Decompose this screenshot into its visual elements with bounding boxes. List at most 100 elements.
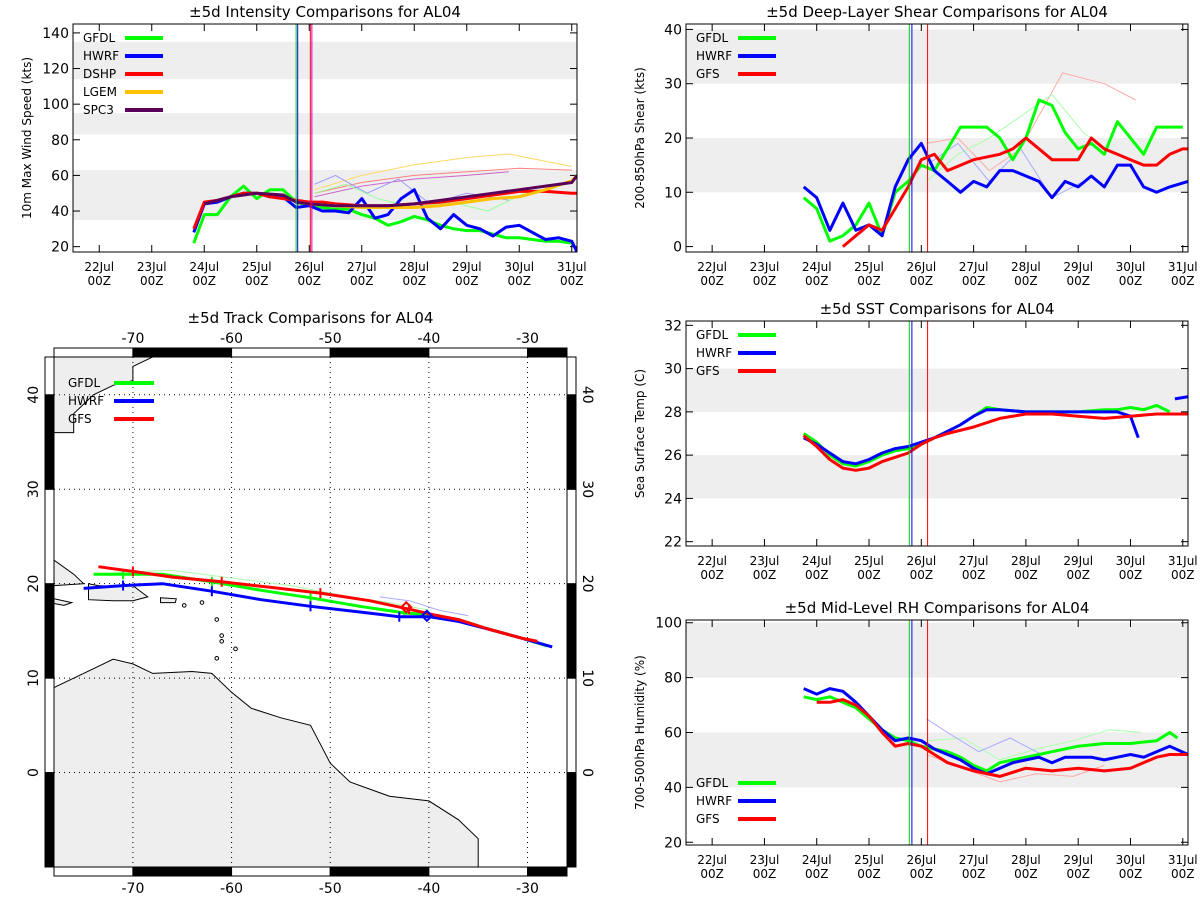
x-tick-label: 31Jul — [1168, 853, 1198, 867]
border-segment-top — [53, 347, 134, 358]
y-axis-label: 700-500hPa Humidity (%) — [633, 655, 647, 810]
x-tick-label: 00Z — [910, 867, 934, 881]
x-tick-label: 00Z — [350, 274, 374, 288]
x-tick-label: 30Jul — [504, 260, 534, 274]
y-tick-label: 60 — [664, 726, 682, 742]
x-tick-label: 00Z — [700, 274, 724, 288]
series-group — [802, 395, 1188, 472]
island-icon — [214, 655, 220, 661]
x-tick-label: 26Jul — [294, 260, 324, 274]
panel-track: GFDL HWRF GFS ±5d Track Comparisons for AL0… — [26, 309, 595, 897]
x-tick-label: 28Jul — [1011, 260, 1041, 274]
series-hwrf-b — [1174, 395, 1188, 401]
plot-frame — [72, 23, 578, 253]
x-tick-label: 00Z — [403, 274, 427, 288]
land-0 — [54, 658, 479, 867]
series-gfdl-thin — [926, 729, 1141, 761]
land-5 — [54, 598, 74, 606]
plot-frame — [685, 320, 1189, 547]
y-tick-label: 32 — [664, 318, 682, 334]
land-1 — [54, 357, 154, 434]
map-area — [54, 357, 567, 867]
series-gfs — [816, 698, 1188, 778]
y-tick-label: 120 — [42, 62, 69, 78]
lon-label-bottom: -30 — [516, 881, 539, 897]
lon-label-top: -40 — [417, 331, 440, 347]
legend-label: HWRF — [696, 346, 732, 360]
series-spc3-thin — [314, 171, 509, 198]
border-segment-right — [566, 394, 577, 490]
chart-title: ±5d Track Comparisons for AL04 — [188, 309, 434, 327]
lat-label-left: 20 — [26, 575, 42, 593]
x-tick-label: 00Z — [455, 274, 479, 288]
border-segment-bottom — [231, 866, 331, 877]
legend-label: GFDL — [696, 31, 728, 45]
x-tick-label: 00Z — [910, 274, 934, 288]
x-tick-label: 24Jul — [802, 853, 832, 867]
legend-label: HWRF — [68, 394, 104, 408]
x-tick-label: 00Z — [1171, 568, 1195, 582]
y-tick-label: 22 — [664, 535, 682, 551]
series-group — [802, 72, 1188, 248]
chart-title: ±5d Intensity Comparisons for AL04 — [189, 3, 461, 21]
x-tick-label: 24Jul — [802, 260, 832, 274]
land-4 — [54, 559, 85, 587]
lat-label-right: 40 — [579, 386, 595, 404]
x-tick-label: 00Z — [245, 274, 269, 288]
x-tick-label: 30Jul — [1116, 853, 1146, 867]
y-tick-label: 80 — [664, 671, 682, 687]
x-tick-label: 27Jul — [959, 554, 989, 568]
y-tick-label: 100 — [42, 97, 69, 113]
x-tick-label: 27Jul — [959, 853, 989, 867]
x-tick-label: 23Jul — [137, 260, 167, 274]
lat-label-left: 10 — [26, 669, 42, 687]
x-tick-label: 00Z — [1066, 568, 1090, 582]
border-segment-right — [566, 583, 577, 679]
series-group — [803, 687, 1188, 783]
panel-rh: ±5d Mid-Level RH Comparisons for AL04 700… — [633, 599, 1198, 881]
x-tick-label: 24Jul — [189, 260, 219, 274]
x-tick-label: 00Z — [1066, 274, 1090, 288]
border-segment-top — [428, 347, 529, 358]
y-tick-label: 20 — [664, 131, 682, 147]
x-tick-label: 00Z — [193, 274, 217, 288]
border-segment-left — [44, 772, 55, 868]
border-segment-bottom — [132, 866, 233, 877]
y-tick-label: 80 — [51, 133, 69, 149]
map-frame — [53, 356, 568, 868]
series-gfs — [802, 412, 1188, 472]
legend-label: GFS — [696, 364, 720, 378]
x-tick-label: 00Z — [962, 568, 986, 582]
border-segment-bottom — [527, 866, 568, 877]
island-icon — [181, 603, 187, 608]
series-hwrf-thin — [926, 142, 1084, 199]
y-axis-label: 200-850hPa Shear (kts) — [633, 67, 647, 209]
legend-label: HWRF — [696, 49, 732, 63]
x-tick-label: 31Jul — [1168, 554, 1198, 568]
x-tick-label: 23Jul — [750, 853, 780, 867]
x-tick-label: 31Jul — [1168, 260, 1198, 274]
series-group — [192, 153, 577, 252]
y-tick-label: 40 — [664, 780, 682, 796]
x-tick-label: 00Z — [1014, 568, 1038, 582]
x-tick-label: 00Z — [508, 274, 532, 288]
band-0 — [686, 732, 1188, 788]
x-tick-label: 22Jul — [697, 554, 727, 568]
x-tick-label: 00Z — [805, 274, 829, 288]
legend-label: HWRF — [83, 49, 119, 63]
y-tick-label: 24 — [664, 491, 682, 507]
current-position-marker — [420, 609, 434, 623]
x-tick-label: 00Z — [1119, 274, 1143, 288]
plot-frame — [685, 23, 1189, 253]
x-tick-label: 26Jul — [906, 260, 936, 274]
x-tick-label: 25Jul — [854, 260, 884, 274]
band-1 — [686, 368, 1188, 412]
series-gfdl — [192, 184, 573, 245]
x-tick-label: 00Z — [1171, 867, 1195, 881]
x-tick-label: 00Z — [857, 274, 881, 288]
y-tick-label: 40 — [51, 204, 69, 220]
island-icon — [233, 646, 238, 652]
legend-label: LGEM — [83, 85, 117, 99]
x-tick-label: 25Jul — [854, 853, 884, 867]
